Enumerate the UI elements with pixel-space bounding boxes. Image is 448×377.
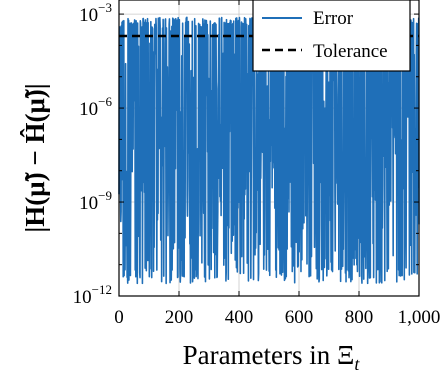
legend-tolerance-label: Tolerance: [313, 41, 388, 62]
y-axis-label: |H(μ̃) − Ĥ(μ̃)|: [20, 83, 50, 232]
x-tick-label: 200: [165, 307, 194, 328]
y-tick-label: 10−9: [79, 188, 112, 214]
x-tick-labels: 0 200 400 600 800 1,000: [114, 307, 440, 328]
x-tick-label: 1,000: [398, 307, 441, 328]
x-axis-label: Parameters in Ξt: [183, 340, 361, 374]
y-tick-label: 10−12: [73, 282, 112, 308]
plot-frame: [118, 0, 420, 297]
x-tick-label: 600: [285, 307, 314, 328]
legend-error-label: Error: [313, 8, 354, 29]
legend: Error Tolerance: [252, 0, 411, 72]
y-tick-label: 10−6: [79, 94, 112, 120]
error-series-line: [118, 16, 420, 285]
y-tick-label: 10−3: [79, 0, 112, 26]
x-tick-label: 800: [345, 307, 374, 328]
legend-box: [252, 0, 411, 72]
x-tick-label: 0: [114, 307, 124, 328]
y-tick-labels: 10−12 10−9 10−6 10−3: [73, 0, 113, 308]
x-tick-label: 400: [225, 307, 254, 328]
